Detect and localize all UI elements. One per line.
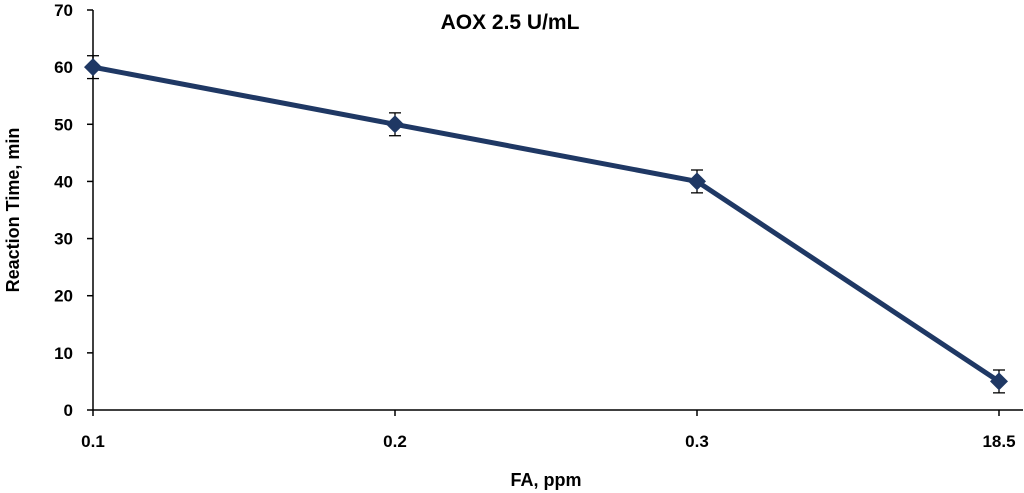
x-tick-label: 0.2 [383, 432, 407, 451]
y-tick-label: 50 [54, 115, 73, 134]
y-tick-label: 30 [54, 230, 73, 249]
y-tick-label: 40 [54, 172, 73, 191]
chart-title: AOX 2.5 U/mL [441, 11, 580, 34]
data-point-marker [386, 115, 404, 134]
x-tick-label: 0.3 [685, 432, 709, 451]
y-tick-label: 10 [54, 344, 73, 363]
series-group [84, 55, 1008, 394]
y-tick-label: 60 [54, 58, 73, 77]
y-tick-label: 70 [54, 1, 73, 20]
x-axis-title: FA, ppm [511, 470, 582, 490]
series-line [92, 64, 1001, 384]
y-tick-label: 20 [54, 287, 73, 306]
axes [92, 10, 1023, 411]
x-axis-ticks: 0.1 0.2 0.3 18.5 [81, 410, 1016, 451]
x-tick-label: 18.5 [982, 432, 1015, 451]
data-point-marker [990, 372, 1008, 391]
y-axis-title: Reaction Time, min [3, 128, 23, 293]
data-point-marker [84, 58, 102, 77]
y-axis-ticks: 0 10 20 30 40 50 60 70 [54, 1, 93, 420]
y-tick-label: 0 [64, 401, 73, 420]
x-tick-label: 0.1 [81, 432, 105, 451]
data-point-marker [688, 172, 706, 191]
